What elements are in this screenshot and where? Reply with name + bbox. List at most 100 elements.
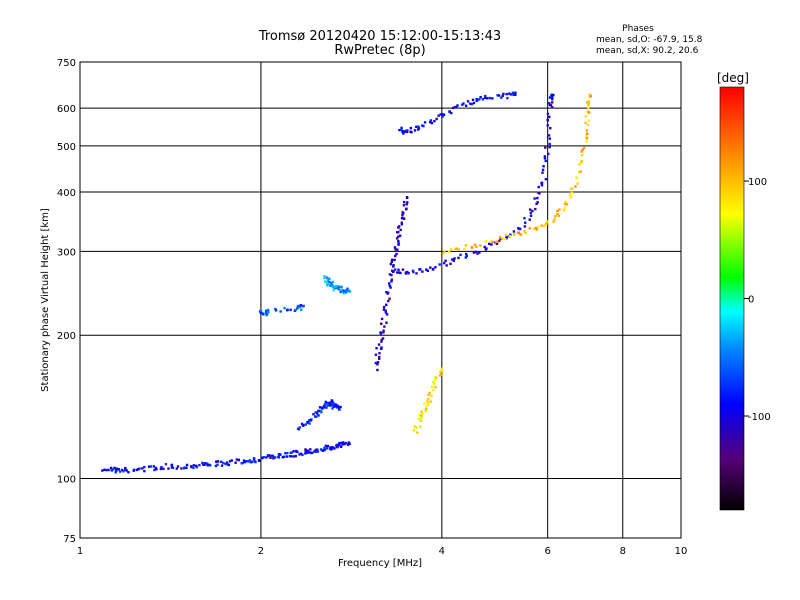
data-point xyxy=(547,152,550,156)
y-axis-label: Stationary phase Virtual Height [km] xyxy=(40,208,51,392)
data-point xyxy=(321,449,324,452)
data-point xyxy=(415,272,418,275)
data-point xyxy=(547,134,551,137)
data-point xyxy=(542,165,545,168)
data-point xyxy=(296,307,299,310)
data-point xyxy=(248,459,252,462)
data-point xyxy=(464,244,468,247)
data-point xyxy=(404,129,408,132)
data-point xyxy=(113,466,116,470)
data-point xyxy=(329,404,332,407)
data-point xyxy=(176,465,180,468)
data-point xyxy=(171,466,175,470)
data-point xyxy=(125,469,128,472)
data-point xyxy=(152,465,156,468)
data-point xyxy=(517,227,521,231)
data-point xyxy=(546,112,550,116)
data-point xyxy=(431,388,435,392)
data-point xyxy=(135,468,139,472)
data-point xyxy=(308,418,311,422)
data-point xyxy=(264,311,268,315)
data-point xyxy=(203,462,207,465)
phases-x-line: mean, sd,X: 90.2, 20.6 xyxy=(596,46,699,56)
data-point xyxy=(495,242,499,245)
data-point xyxy=(252,457,256,460)
data-point xyxy=(387,282,391,285)
data-point xyxy=(497,94,501,97)
data-point xyxy=(400,126,403,130)
data-point xyxy=(529,214,533,217)
data-point xyxy=(322,404,326,408)
data-point xyxy=(451,106,455,110)
data-point xyxy=(336,287,340,290)
data-point xyxy=(512,93,515,97)
data-point xyxy=(540,184,544,187)
data-point xyxy=(420,416,423,419)
data-point xyxy=(222,461,225,465)
data-point xyxy=(543,224,546,228)
data-point xyxy=(341,441,345,444)
data-point xyxy=(304,423,307,426)
data-point xyxy=(206,464,209,467)
data-point xyxy=(143,469,146,473)
data-point xyxy=(579,170,582,173)
data-point xyxy=(511,91,515,95)
data-point xyxy=(433,382,436,386)
data-point xyxy=(421,270,424,273)
data-point xyxy=(439,370,442,374)
data-point xyxy=(433,119,436,123)
data-point xyxy=(430,394,433,397)
data-point xyxy=(512,232,516,236)
data-point xyxy=(379,331,382,334)
data-point xyxy=(392,265,395,268)
data-point xyxy=(300,422,304,426)
data-point xyxy=(442,113,446,116)
data-point xyxy=(524,231,527,235)
data-point xyxy=(514,91,517,94)
data-point xyxy=(435,117,438,121)
data-point xyxy=(434,386,437,389)
data-point xyxy=(415,426,418,429)
data-point xyxy=(335,445,339,449)
data-point xyxy=(385,321,388,324)
data-point xyxy=(471,98,475,102)
data-point xyxy=(320,406,324,410)
data-point xyxy=(499,237,502,241)
data-point xyxy=(565,203,569,206)
data-point xyxy=(382,329,385,332)
data-point xyxy=(483,245,486,249)
data-point xyxy=(498,235,502,239)
data-point xyxy=(201,461,204,465)
data-point xyxy=(587,111,591,114)
data-point xyxy=(397,239,400,243)
data-point xyxy=(407,272,410,275)
data-point xyxy=(399,228,402,232)
data-point xyxy=(382,308,386,311)
data-point xyxy=(464,256,468,259)
data-point xyxy=(548,115,551,119)
x-tick-label: 1 xyxy=(77,546,83,557)
data-point xyxy=(315,412,319,415)
data-point xyxy=(286,309,289,312)
data-point xyxy=(478,251,481,254)
data-point xyxy=(377,343,381,346)
data-point xyxy=(317,414,320,417)
data-point xyxy=(314,411,317,414)
data-point xyxy=(308,451,311,454)
y-tick-label: 100 xyxy=(57,475,76,486)
data-point xyxy=(338,441,341,445)
data-point xyxy=(347,289,350,292)
data-point xyxy=(175,467,179,470)
data-point xyxy=(443,250,446,253)
data-point xyxy=(344,441,347,445)
data-point xyxy=(316,448,319,451)
data-point xyxy=(319,410,323,413)
data-point xyxy=(143,465,146,469)
data-point xyxy=(388,297,391,300)
data-point xyxy=(475,245,478,249)
data-point xyxy=(568,193,572,196)
data-point xyxy=(429,400,433,403)
data-point xyxy=(554,215,557,218)
data-point xyxy=(472,251,476,254)
data-point xyxy=(416,128,420,131)
